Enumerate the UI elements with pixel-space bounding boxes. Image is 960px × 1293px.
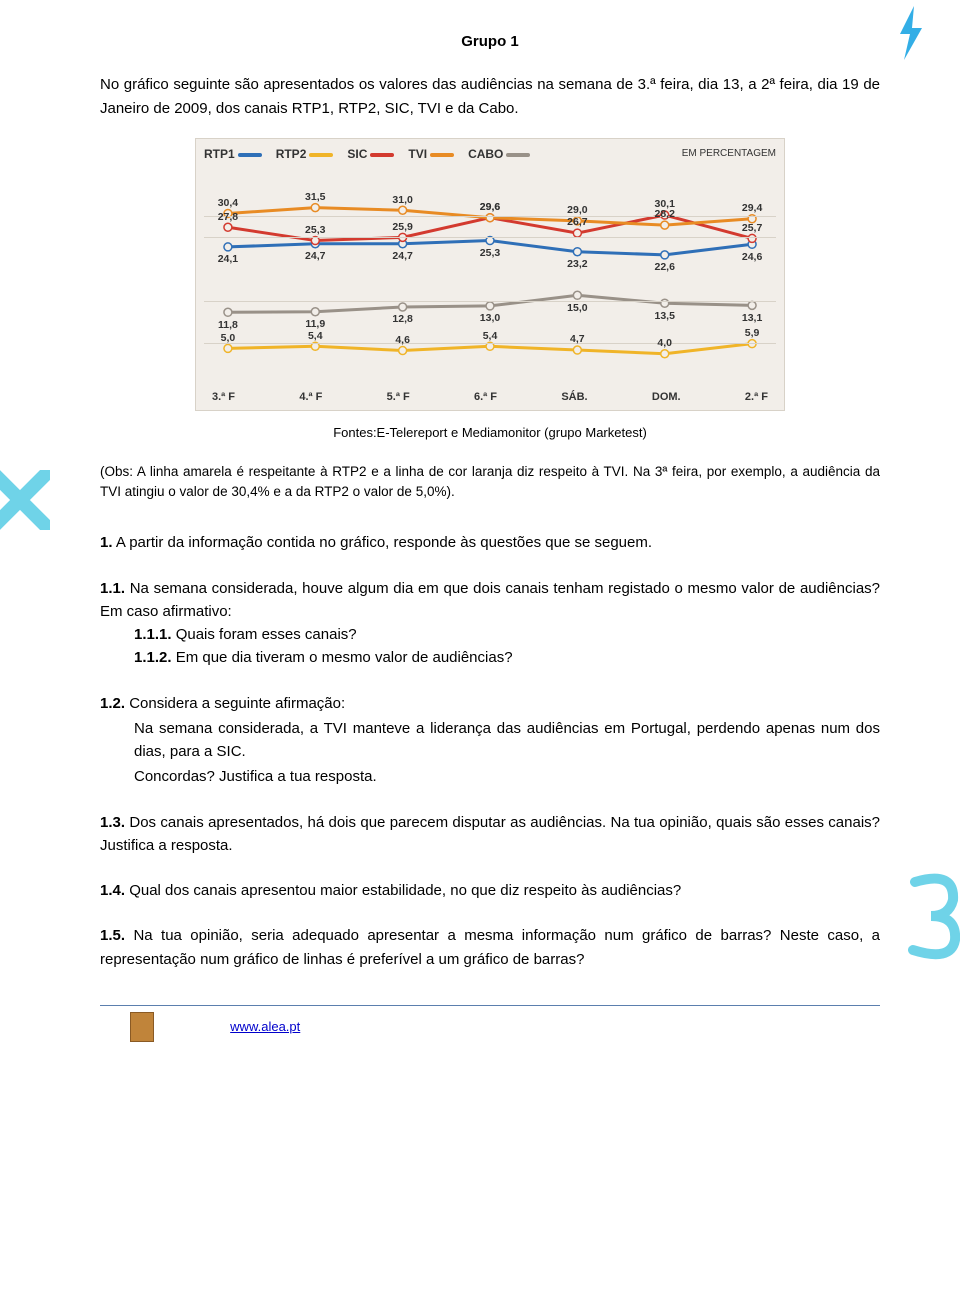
question-1-1: 1.1. Na semana considerada, houve algum … bbox=[100, 577, 880, 670]
value-label: 25,7 bbox=[742, 220, 762, 236]
value-label: 31,5 bbox=[305, 189, 325, 205]
x-tick: 4.ª F bbox=[299, 389, 322, 406]
value-label: 24,7 bbox=[392, 248, 412, 264]
value-label: 24,7 bbox=[305, 248, 325, 264]
x-tick: 2.ª F bbox=[745, 389, 768, 406]
value-label: 22,6 bbox=[655, 259, 675, 275]
value-label: 11,8 bbox=[218, 316, 238, 332]
value-label: 4,0 bbox=[657, 335, 672, 351]
value-label: 24,6 bbox=[742, 248, 762, 264]
footer-link[interactable]: www.alea.pt bbox=[230, 1019, 300, 1034]
audience-chart: RTP1 RTP2 SIC TVI CABO EM PERCENTAGEM 24,1 24,… bbox=[195, 138, 785, 412]
deco-x-icon bbox=[0, 470, 50, 530]
chart-legend: RTP1 RTP2 SIC TVI CABO EM PERCENTAGEM bbox=[204, 145, 776, 164]
chart-observation: (Obs: A linha amarela é respeitante à RT… bbox=[100, 462, 880, 504]
value-label: 24,1 bbox=[218, 251, 238, 267]
x-tick: DOM. bbox=[652, 389, 681, 406]
legend-unit: EM PERCENTAGEM bbox=[682, 146, 776, 162]
value-label: 5,9 bbox=[745, 325, 760, 341]
value-label: 4,7 bbox=[570, 331, 585, 347]
value-label: 5,4 bbox=[483, 328, 498, 344]
value-label: 13,5 bbox=[655, 307, 675, 323]
legend-item: TVI bbox=[408, 145, 454, 164]
value-label: 23,2 bbox=[567, 256, 587, 272]
chart-xaxis: 3.ª F 4.ª F 5.ª F 6.ª F SÁB. DOM. 2.ª F bbox=[204, 383, 776, 406]
value-label: 30,4 bbox=[218, 195, 238, 211]
x-tick: 6.ª F bbox=[474, 389, 497, 406]
value-label: 31,0 bbox=[392, 191, 412, 207]
question-1-5: 1.5. Na tua opinião, seria adequado apre… bbox=[100, 924, 880, 971]
value-label: 11,9 bbox=[305, 316, 325, 332]
deco-3-icon bbox=[905, 870, 960, 960]
x-tick: 3.ª F bbox=[212, 389, 235, 406]
value-label: 13,1 bbox=[742, 310, 762, 326]
value-label: 13,0 bbox=[480, 310, 500, 326]
intro-text: No gráfico seguinte são apresentados os … bbox=[100, 73, 880, 120]
value-label: 29,4 bbox=[742, 200, 762, 216]
value-label: 25,3 bbox=[305, 222, 325, 238]
legend-item: CABO bbox=[468, 145, 530, 164]
question-1-4: 1.4. Qual dos canais apresentou maior es… bbox=[100, 879, 880, 902]
value-label: 15,0 bbox=[567, 299, 587, 315]
x-tick: SÁB. bbox=[561, 389, 587, 406]
value-label: 25,9 bbox=[392, 219, 412, 235]
legend-item: SIC bbox=[347, 145, 394, 164]
alea-logo-icon bbox=[130, 1012, 154, 1042]
value-label: 28,2 bbox=[655, 206, 675, 222]
value-label: 29,6 bbox=[480, 199, 500, 215]
lightning-icon bbox=[892, 6, 930, 60]
chart-source: Fontes:E-Telereport e Mediamonitor (grup… bbox=[100, 423, 880, 443]
question-1-2: 1.2. Considera a seguinte afirmação: Na … bbox=[100, 692, 880, 789]
value-label: 29,0 bbox=[567, 202, 587, 218]
value-label: 25,3 bbox=[480, 245, 500, 261]
group-title: Grupo 1 bbox=[100, 30, 880, 53]
question-1: 1. A partir da informação contida no grá… bbox=[100, 531, 880, 554]
value-label: 4,6 bbox=[395, 332, 410, 348]
footer: www.alea.pt bbox=[100, 1005, 880, 1042]
x-tick: 5.ª F bbox=[387, 389, 410, 406]
value-label: 12,8 bbox=[392, 311, 412, 327]
legend-item: RTP1 bbox=[204, 145, 262, 164]
legend-item: RTP2 bbox=[276, 145, 334, 164]
question-1-3: 1.3. Dos canais apresentados, há dois qu… bbox=[100, 811, 880, 858]
